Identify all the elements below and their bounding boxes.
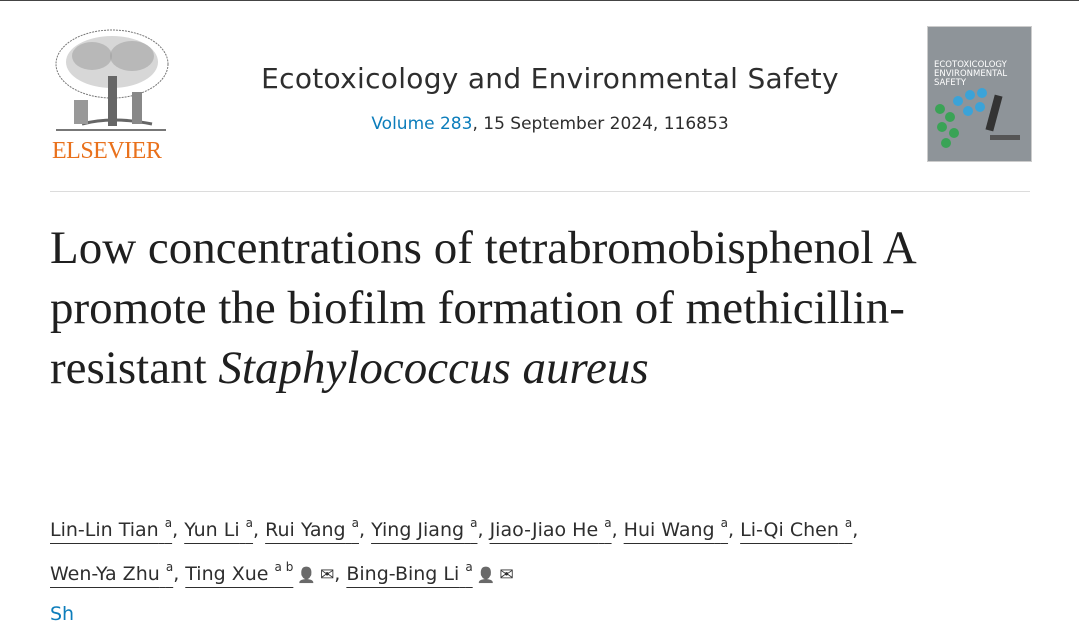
author-link[interactable]: Ying Jiang a bbox=[371, 516, 478, 541]
separator: , bbox=[173, 563, 186, 585]
cover-art-icon bbox=[928, 27, 1031, 161]
top-border bbox=[0, 0, 1079, 1]
envelope-icon[interactable]: ✉ bbox=[320, 565, 335, 585]
affiliation-marker: a bbox=[604, 516, 612, 530]
affiliation-marker: a bbox=[844, 516, 853, 530]
author-name: Ying Jiang bbox=[371, 519, 465, 541]
person-icon[interactable]: 👤 bbox=[476, 566, 496, 584]
journal-title[interactable]: Ecotoxicology and Environmental Safety bbox=[261, 62, 839, 95]
elsevier-logo[interactable]: ELSEVIER bbox=[50, 24, 174, 164]
author-name: Yun Li bbox=[184, 519, 240, 541]
separator: , bbox=[477, 519, 490, 541]
author-name: Jiao-Jiao He bbox=[489, 519, 599, 541]
elsevier-wordmark: ELSEVIER bbox=[52, 138, 162, 164]
affiliation-marker: a bbox=[465, 560, 473, 574]
article-title: Low concentrations of tetrabromobispheno… bbox=[50, 218, 1030, 398]
envelope-icon[interactable]: ✉ bbox=[499, 565, 514, 585]
separator: , bbox=[611, 519, 624, 541]
separator: , bbox=[852, 519, 859, 541]
author-link[interactable]: Yun Li a bbox=[184, 516, 254, 541]
journal-cover-image[interactable]: ECOTOXICOLOGY ENVIRONMENTAL SAFETY bbox=[927, 26, 1032, 162]
affiliation-marker: a bbox=[470, 516, 478, 530]
person-icon[interactable]: 👤 bbox=[297, 566, 317, 584]
affiliation-marker: a b bbox=[274, 560, 294, 574]
cover-title: ECOTOXICOLOGY ENVIRONMENTAL SAFETY bbox=[934, 60, 1008, 88]
separator: , bbox=[334, 563, 347, 585]
author-name: Hui Wang bbox=[623, 519, 715, 541]
title-text: Low concentrations of tetrabromobispheno… bbox=[50, 222, 915, 394]
author-link[interactable]: Wen-Ya Zhu a bbox=[50, 560, 174, 585]
author-link[interactable]: Jiao-Jiao He a bbox=[489, 516, 612, 541]
issue-date: , 15 September 2024, 116853 bbox=[472, 114, 729, 134]
author-name: Rui Yang bbox=[265, 519, 346, 541]
separator: , bbox=[358, 519, 372, 541]
affiliation-marker: a bbox=[165, 560, 174, 574]
author-name: Ting Xue bbox=[185, 563, 269, 585]
separator: , bbox=[728, 519, 741, 541]
author-link[interactable]: Ting Xue a b 👤 ✉ bbox=[185, 560, 334, 585]
affiliation-marker: a bbox=[164, 516, 173, 530]
author-link[interactable]: Li-Qi Chen a bbox=[740, 516, 853, 541]
affiliation-marker: a bbox=[245, 516, 254, 530]
author-name: Wen-Ya Zhu bbox=[50, 563, 160, 585]
elsevier-tree-icon bbox=[52, 26, 170, 134]
issue-info: Volume 283, 15 September 2024, 116853 bbox=[200, 114, 900, 134]
author-list: Lin-Lin Tian a, Yun Li a, Rui Yang a, Yi… bbox=[50, 505, 1010, 594]
separator: , bbox=[253, 519, 266, 541]
author-link[interactable]: Bing-Bing Li a 👤 ✉ bbox=[346, 560, 513, 585]
author-link[interactable]: Hui Wang a bbox=[623, 516, 729, 541]
header-divider bbox=[50, 191, 1030, 192]
show-more-link[interactable]: Sh bbox=[50, 603, 75, 625]
author-link[interactable]: Rui Yang a bbox=[265, 516, 359, 541]
author-name: Li-Qi Chen bbox=[740, 519, 839, 541]
separator: , bbox=[172, 519, 185, 541]
volume-link[interactable]: Volume 283 bbox=[371, 114, 473, 134]
affiliation-marker: a bbox=[720, 516, 729, 530]
author-name: Lin-Lin Tian bbox=[50, 519, 159, 541]
author-link[interactable]: Lin-Lin Tian a bbox=[50, 516, 173, 541]
affiliation-marker: a bbox=[351, 516, 359, 530]
title-italic-species: Staphylococcus aureus bbox=[218, 342, 649, 394]
author-name: Bing-Bing Li bbox=[346, 563, 460, 585]
